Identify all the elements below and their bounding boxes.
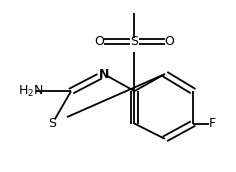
Text: F: F (208, 117, 215, 130)
Text: O: O (94, 35, 104, 48)
Text: S: S (48, 117, 56, 130)
Text: H$_2$N: H$_2$N (18, 84, 44, 99)
Text: O: O (165, 35, 175, 48)
Text: N: N (99, 68, 109, 80)
Text: S: S (131, 35, 139, 48)
